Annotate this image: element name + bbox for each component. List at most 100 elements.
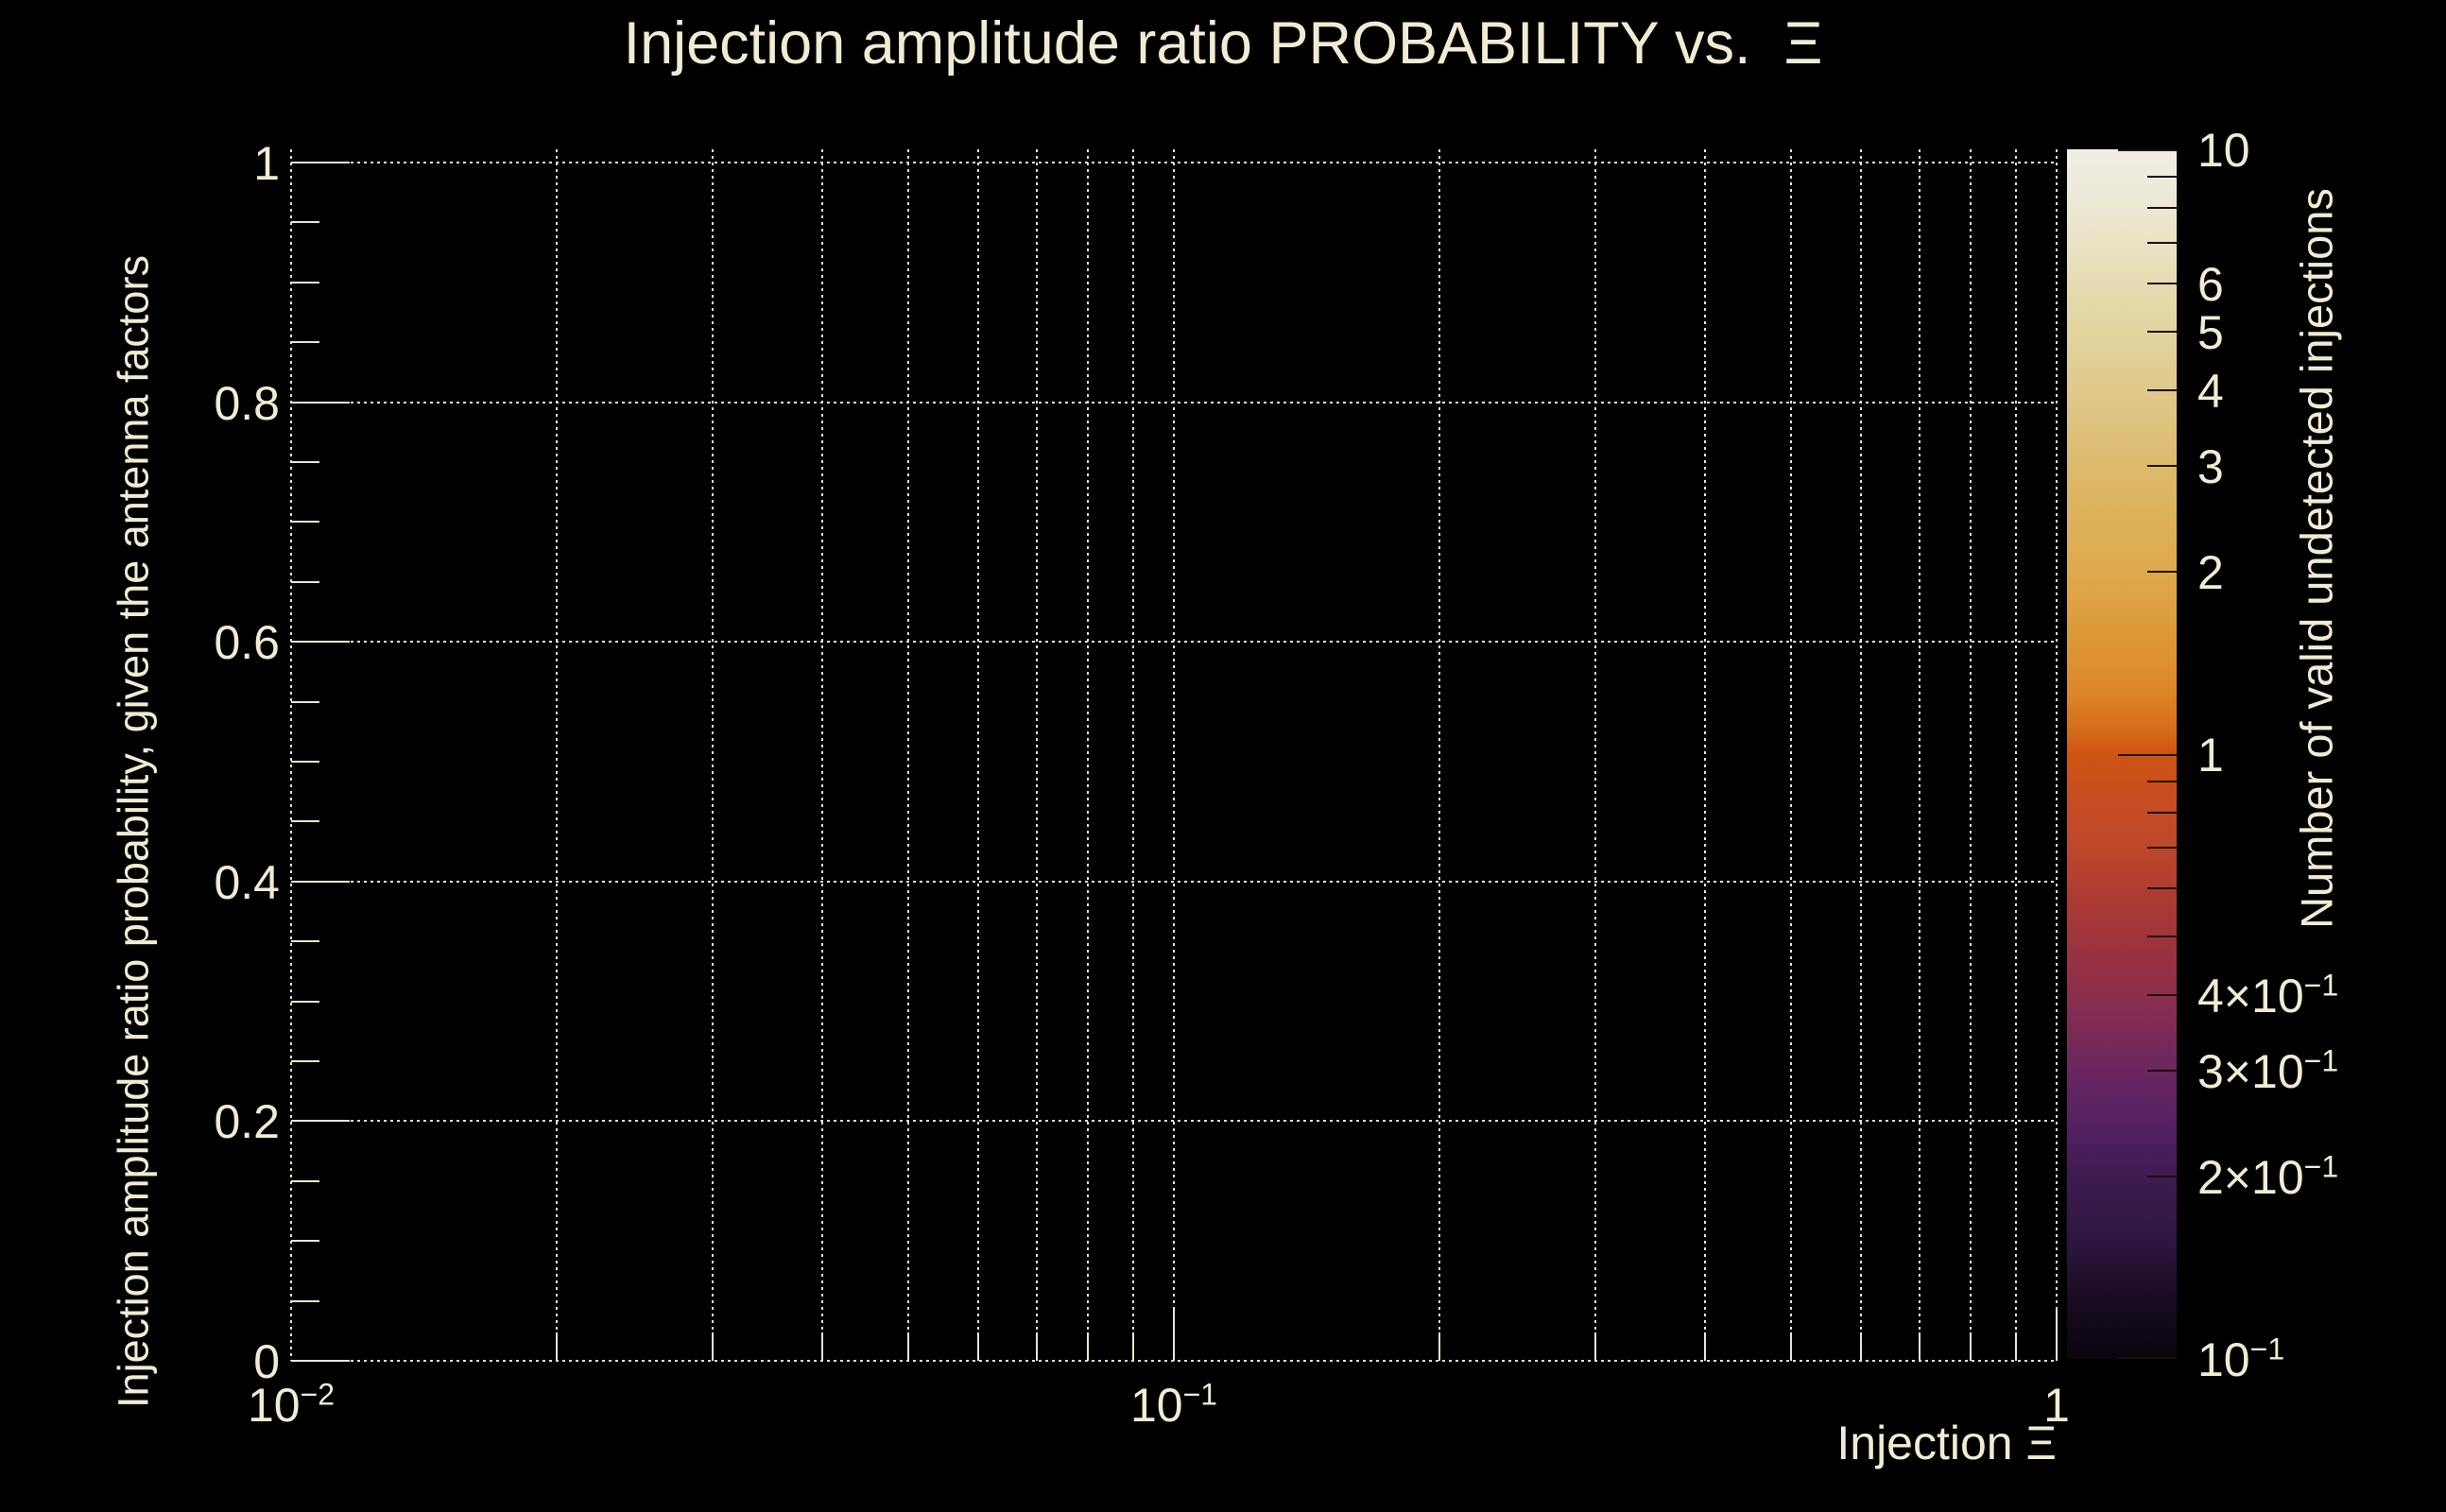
x-major-tick — [1173, 1308, 1175, 1361]
x-gridline — [976, 149, 979, 1361]
colorbar-tick-label: 4×10−1 — [2197, 968, 2339, 1022]
y-minor-tick — [291, 341, 319, 344]
y-tick-label: 0 — [253, 1335, 280, 1388]
x-minor-tick — [1438, 1332, 1441, 1361]
x-gridline — [1438, 149, 1441, 1361]
colorbar-minor-tick — [2147, 330, 2177, 333]
y-major-tick — [291, 641, 350, 644]
x-minor-tick — [556, 1332, 559, 1361]
colorbar-tick-label: 2×10−1 — [2197, 1149, 2339, 1205]
y-major-tick — [291, 401, 350, 404]
y-minor-tick — [291, 580, 319, 583]
x-gridline — [1704, 149, 1707, 1361]
x-gridline — [556, 149, 559, 1361]
x-minor-tick — [1036, 1332, 1039, 1361]
plot-title: Injection amplitude ratio PROBABILITY vs… — [623, 10, 1823, 77]
colorbar-tick-label: 4 — [2197, 364, 2224, 418]
y-minor-tick — [291, 700, 319, 703]
exponent: −2 — [300, 1377, 336, 1412]
y-axis-title: Injection amplitude ratio probability, g… — [109, 255, 158, 1408]
x-minor-tick — [1970, 1332, 1972, 1361]
colorbar-gradient — [2067, 149, 2177, 1359]
exponent: −1 — [2303, 1149, 2339, 1184]
colorbar-title: Number of valid undetected injections — [2291, 188, 2342, 929]
colorbar-minor-tick — [2147, 464, 2177, 467]
y-minor-tick — [291, 281, 319, 284]
exponent: −1 — [1182, 1377, 1218, 1412]
colorbar-tick-label: 10 — [2197, 124, 2250, 177]
colorbar-minor-tick — [2147, 781, 2177, 783]
x-major-tick — [2056, 1308, 2058, 1361]
exponent: −1 — [2249, 1332, 2285, 1366]
y-minor-tick — [291, 761, 319, 763]
colorbar-tick-label: 2 — [2197, 546, 2224, 600]
y-major-tick — [291, 1360, 350, 1362]
x-tick-label: 10−2 — [247, 1377, 336, 1432]
colorbar-major-tick — [2118, 1357, 2177, 1359]
x-minor-tick — [711, 1332, 714, 1361]
colorbar-major-tick — [2118, 149, 2177, 151]
colorbar-minor-tick — [2147, 847, 2177, 850]
plot-frame — [290, 149, 2058, 1362]
x-gridline — [2056, 149, 2058, 1361]
y-gridline — [291, 880, 2057, 883]
y-gridline — [291, 401, 2057, 404]
colorbar-tick-label: 5 — [2197, 305, 2224, 359]
y-minor-tick — [291, 940, 319, 943]
y-minor-tick — [291, 1000, 319, 1003]
colorbar-minor-tick — [2147, 993, 2177, 996]
colorbar-minor-tick — [2147, 242, 2177, 245]
x-tick-label: 1 — [2043, 1379, 2070, 1432]
y-major-tick — [291, 1120, 350, 1123]
colorbar-minor-tick — [2147, 1176, 2177, 1178]
x-gridline — [906, 149, 909, 1361]
colorbar-minor-tick — [2147, 176, 2177, 179]
x-minor-tick — [1859, 1332, 1862, 1361]
y-minor-tick — [291, 461, 319, 463]
y-minor-tick — [291, 820, 319, 823]
colorbar-minor-tick — [2147, 282, 2177, 284]
x-gridline — [1087, 149, 1090, 1361]
colorbar-minor-tick — [2147, 886, 2177, 889]
x-minor-tick — [1132, 1332, 1135, 1361]
x-minor-tick — [1704, 1332, 1707, 1361]
colorbar-tick-label: 3×10−1 — [2197, 1042, 2339, 1098]
colorbar-minor-tick — [2147, 812, 2177, 815]
y-major-tick — [291, 162, 350, 163]
x-minor-tick — [2015, 1332, 2018, 1361]
x-minor-tick — [1593, 1332, 1596, 1361]
x-minor-tick — [1919, 1332, 1921, 1361]
colorbar-minor-tick — [2147, 207, 2177, 210]
y-gridline — [291, 162, 2057, 163]
colorbar-major-tick — [2118, 754, 2177, 756]
x-minor-tick — [1087, 1332, 1090, 1361]
y-minor-tick — [291, 1240, 319, 1243]
y-minor-tick — [291, 521, 319, 524]
x-gridline — [1859, 149, 1862, 1361]
colorbar-minor-tick — [2147, 935, 2177, 937]
y-minor-tick — [291, 1179, 319, 1182]
colorbar-minor-tick — [2147, 1069, 2177, 1072]
y-tick-label: 0.8 — [214, 376, 280, 430]
x-minor-tick — [976, 1332, 979, 1361]
x-gridline — [711, 149, 714, 1361]
y-tick-label: 0.6 — [214, 616, 280, 670]
colorbar-tick-label: 3 — [2197, 439, 2224, 493]
x-axis-title: Injection Ξ — [1836, 1417, 2057, 1469]
colorbar-tick-label: 6 — [2197, 257, 2224, 311]
x-tick-label: 10−1 — [1129, 1377, 1218, 1432]
y-gridline — [291, 1360, 2057, 1362]
colorbar-tick-label: 10−1 — [2197, 1332, 2285, 1386]
x-gridline — [1036, 149, 1039, 1361]
exponent: −1 — [2303, 1042, 2339, 1077]
x-gridline — [1132, 149, 1135, 1361]
y-minor-tick — [291, 221, 319, 224]
x-gridline — [1919, 149, 1921, 1361]
x-gridline — [1593, 149, 1596, 1361]
x-gridline — [290, 149, 292, 1361]
y-tick-label: 0.4 — [214, 855, 280, 909]
x-gridline — [821, 149, 824, 1361]
y-tick-label: 0.2 — [214, 1095, 280, 1149]
y-tick-label: 1 — [253, 137, 280, 190]
